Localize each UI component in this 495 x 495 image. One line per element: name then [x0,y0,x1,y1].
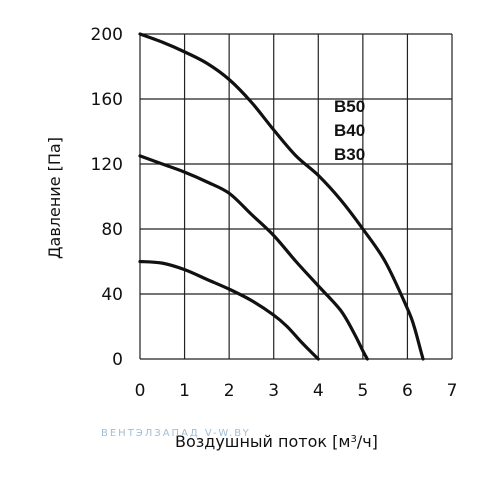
y-tick-label: 80 [101,220,123,240]
y-tick-label: 120 [91,155,123,175]
y-tick-label: 0 [112,350,123,370]
y-tick-label: 40 [101,285,123,305]
x-axis-title: Воздушный поток [м3/ч] [175,432,378,451]
series-label-b30: B30 [334,145,365,164]
y-tick-label: 200 [91,25,123,45]
series-labels: B50 B40 B30 [334,97,365,164]
x-tick-label: 3 [268,381,279,401]
curves [138,32,425,361]
tick-labels: 0 1 2 3 4 5 6 7 0 40 80 120 160 200 [91,25,458,401]
x-tick-label: 6 [402,381,413,401]
x-tick-label: 7 [447,381,458,401]
series-line-b50 [138,32,425,361]
x-tick-label: 1 [179,381,190,401]
series-line-b40 [138,154,369,361]
series-label-b40: B40 [334,121,365,140]
x-tick-label: 5 [357,381,368,401]
y-tick-label: 160 [91,90,123,110]
x-axis-title-main: Воздушный поток [м [175,432,350,451]
y-axis-title: Давление [Па] [45,137,64,259]
x-tick-label: 0 [135,381,146,401]
watermark: ВЕНТЭЛЗАПАД V-W.BY [101,428,251,439]
x-axis-title-superscript: 3 [350,434,356,445]
series-label-b50: B50 [334,97,365,116]
x-axis-title-tail: /ч] [357,432,378,451]
x-tick-label: 4 [313,381,324,401]
series-line-b30 [138,259,320,361]
x-tick-label: 2 [224,381,235,401]
grid [139,33,453,360]
